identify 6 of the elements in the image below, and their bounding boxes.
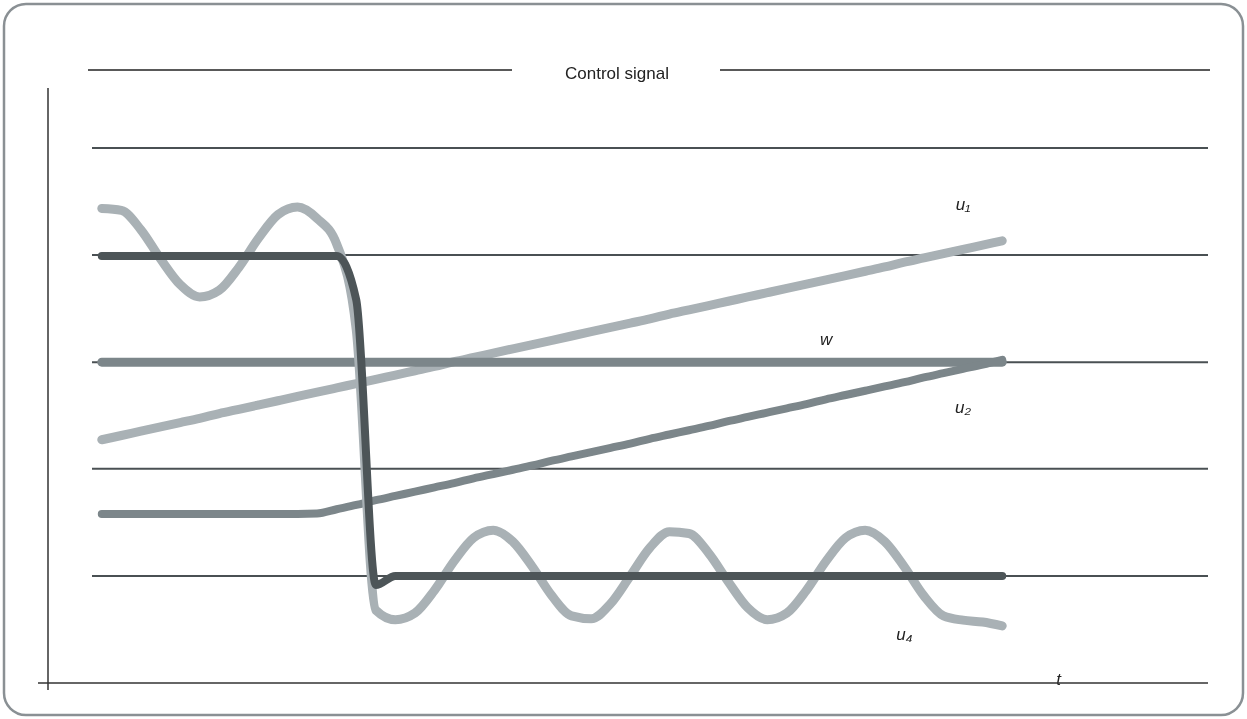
x-axis-title: t xyxy=(1056,669,1063,689)
chart-title: Control signal xyxy=(565,64,669,83)
series-label: u₁ xyxy=(955,195,971,215)
series-label: u₂ xyxy=(955,397,972,417)
series-label: u₄ xyxy=(896,624,913,644)
series-label: w xyxy=(819,330,834,350)
